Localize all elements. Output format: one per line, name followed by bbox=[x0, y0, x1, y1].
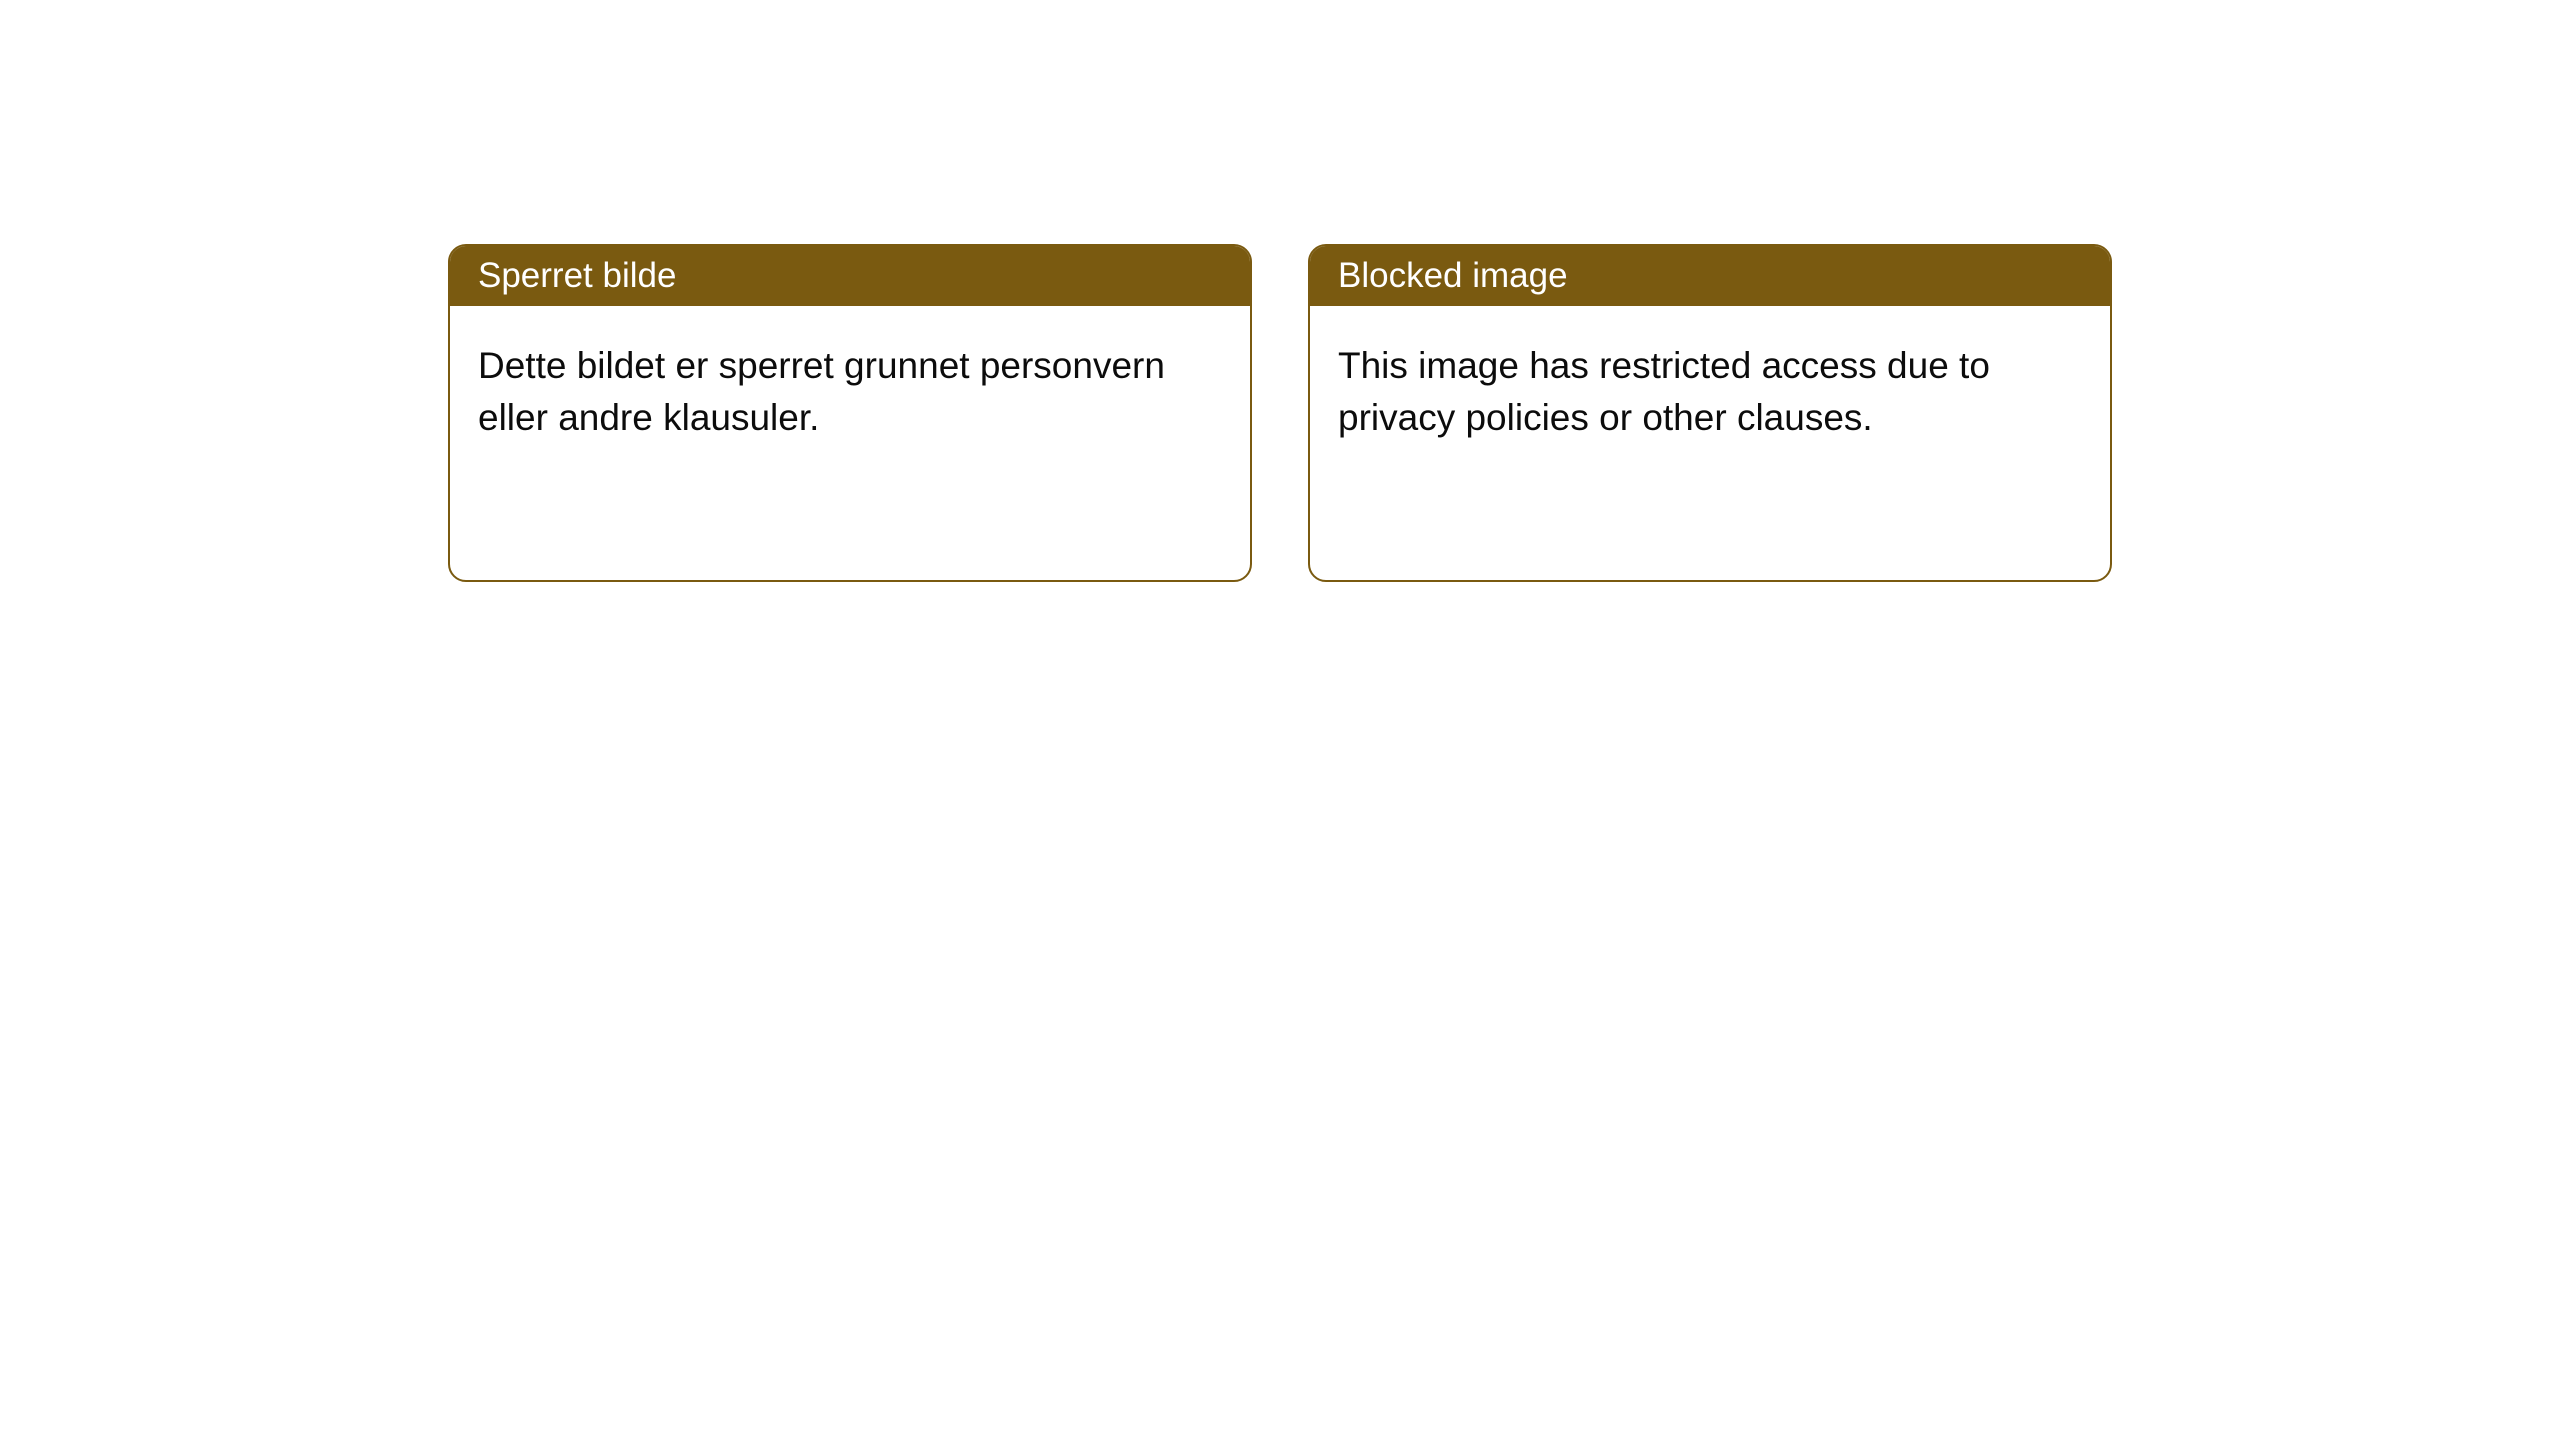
card-title: Blocked image bbox=[1338, 256, 1568, 295]
card-body: Dette bildet er sperret grunnet personve… bbox=[450, 306, 1250, 580]
card-header: Sperret bilde bbox=[450, 246, 1250, 306]
card-header: Blocked image bbox=[1310, 246, 2110, 306]
info-cards-container: Sperret bilde Dette bildet er sperret gr… bbox=[0, 0, 2560, 582]
blocked-image-card-norwegian: Sperret bilde Dette bildet er sperret gr… bbox=[448, 244, 1252, 582]
blocked-image-card-english: Blocked image This image has restricted … bbox=[1308, 244, 2112, 582]
card-body: This image has restricted access due to … bbox=[1310, 306, 2110, 580]
card-body-text: Dette bildet er sperret grunnet personve… bbox=[478, 345, 1165, 438]
card-title: Sperret bilde bbox=[478, 256, 676, 295]
card-body-text: This image has restricted access due to … bbox=[1338, 345, 1990, 438]
